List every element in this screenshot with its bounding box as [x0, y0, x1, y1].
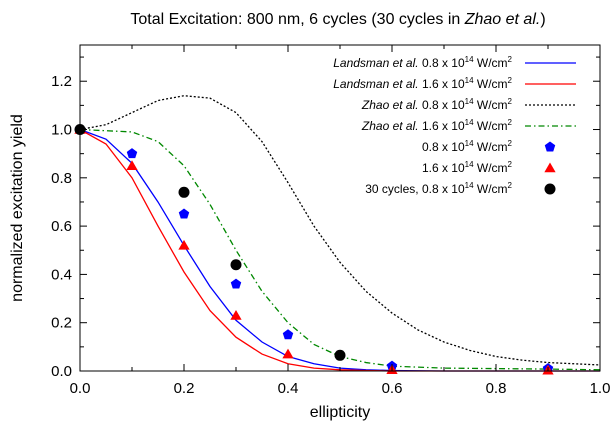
legend-label-part: 2: [508, 181, 513, 190]
legend-label-part: Zhao et al.: [361, 98, 419, 112]
chart-title-part: Zhao et al.: [464, 11, 541, 28]
data-point-triangle: [230, 309, 242, 320]
legend-label-part: W/cm: [474, 77, 508, 91]
data-point-circle: [334, 349, 346, 361]
legend-label-part: 14: [465, 97, 474, 106]
legend-label-part: 2: [508, 55, 513, 64]
series-line-0: [79, 128, 600, 372]
chart-title-part: Total Excitation: 800 nm, 6 cycles (30 c…: [130, 11, 464, 28]
y-tick-label: 1.0: [51, 122, 72, 139]
x-tick-label: 1.0: [590, 380, 611, 397]
x-tick-label: 0.4: [278, 380, 299, 397]
legend-label-part: W/cm: [474, 140, 508, 154]
legend-swatch-pentagon: [544, 141, 556, 152]
series-line-3: [79, 128, 601, 371]
x-tick-label: 0.2: [174, 380, 195, 397]
data-point-pentagon: [230, 278, 242, 289]
data-point-triangle: [178, 239, 190, 250]
legend-label-part: 2: [508, 97, 513, 106]
axes: 0.0 0.2 0.4 0.6 0.8 1.0 0.0 0.2 0.4 0.6 0.8 1.0 1.2: [51, 45, 610, 397]
legend-label: 30 cycles, 0.8 x 1014 W/cm2: [365, 181, 512, 196]
legend-label: 0.8 x 1014 W/cm2: [422, 139, 513, 154]
legend-label-part: 1.6 x 10: [419, 77, 465, 91]
legend-label-part: 2: [508, 139, 513, 148]
x-tick-label: 0.6: [382, 380, 403, 397]
series-line-2: [79, 95, 601, 366]
legend-label-part: 0.8 x 10: [422, 140, 465, 154]
legend-label: Zhao et al. 1.6 x 1014 W/cm2: [361, 118, 513, 133]
legend-label: 1.6 x 1014 W/cm2: [422, 160, 513, 175]
data-point-pentagon: [126, 148, 138, 159]
legend-label-part: 2: [508, 160, 513, 169]
data-point-triangle: [126, 160, 138, 170]
y-tick-label: 0.4: [51, 266, 72, 283]
legend-label-part: W/cm: [474, 56, 508, 70]
legend-label-part: 30 cycles, 0.8 x 10: [365, 182, 465, 196]
legend-label-part: 14: [465, 181, 474, 190]
legend-label-part: 1.6 x 10: [419, 119, 465, 133]
y-tick-label: 0.0: [51, 363, 72, 380]
legend-label-part: W/cm: [474, 182, 508, 196]
legend-label-part: 1.6 x 10: [422, 161, 465, 175]
legend-label-part: 2: [508, 76, 513, 85]
x-axis-title: ellipticity: [310, 404, 370, 421]
legend: Landsman et al. 0.8 x 1014 W/cm2Landsman…: [333, 55, 576, 196]
legend-label-part: Zhao et al.: [361, 119, 419, 133]
legend-label-part: 14: [465, 55, 474, 64]
x-tick-label: 0.8: [486, 380, 507, 397]
legend-label-part: 0.8 x 10: [419, 98, 465, 112]
y-tick-label: 1.2: [51, 73, 72, 90]
legend-label-part: 14: [465, 118, 474, 127]
legend-label: Zhao et al. 0.8 x 1014 W/cm2: [361, 97, 513, 112]
data-point-circle: [230, 259, 242, 271]
chart-title: Total Excitation: 800 nm, 6 cycles (30 c…: [130, 11, 545, 28]
data-point-pentagon: [178, 208, 190, 219]
legend-label-part: W/cm: [474, 119, 508, 133]
legend-label-part: Landsman et al.: [333, 77, 418, 91]
legend-label-part: 14: [465, 139, 474, 148]
legend-label-part: 0.8 x 10: [419, 56, 465, 70]
data-point-pentagon: [282, 329, 294, 340]
x-tick-label: 0.0: [70, 380, 91, 397]
legend-swatch-circle: [544, 183, 556, 195]
y-tick-label: 0.8: [51, 170, 72, 187]
data-point-triangle: [282, 348, 294, 359]
y-tick-label: 0.2: [51, 315, 72, 332]
legend-label-part: 14: [465, 160, 474, 169]
y-tick-label: 0.6: [51, 218, 72, 235]
y-axis-title: normalized excitation yield: [9, 114, 26, 302]
plot-frame: [79, 44, 601, 372]
legend-label: Landsman et al. 1.6 x 1014 W/cm2: [333, 76, 512, 91]
plot-area: [74, 95, 601, 375]
legend-label-part: Landsman et al.: [333, 56, 418, 70]
legend-label-part: 2: [508, 118, 513, 127]
data-point-circle: [178, 186, 190, 198]
legend-label-part: 14: [465, 76, 474, 85]
series-line-1: [79, 128, 600, 372]
legend-label: Landsman et al. 0.8 x 1014 W/cm2: [333, 55, 512, 70]
chart-title-part: ): [540, 11, 545, 28]
legend-label-part: W/cm: [474, 98, 508, 112]
legend-label-part: W/cm: [474, 161, 508, 175]
legend-swatch-triangle: [544, 162, 556, 173]
